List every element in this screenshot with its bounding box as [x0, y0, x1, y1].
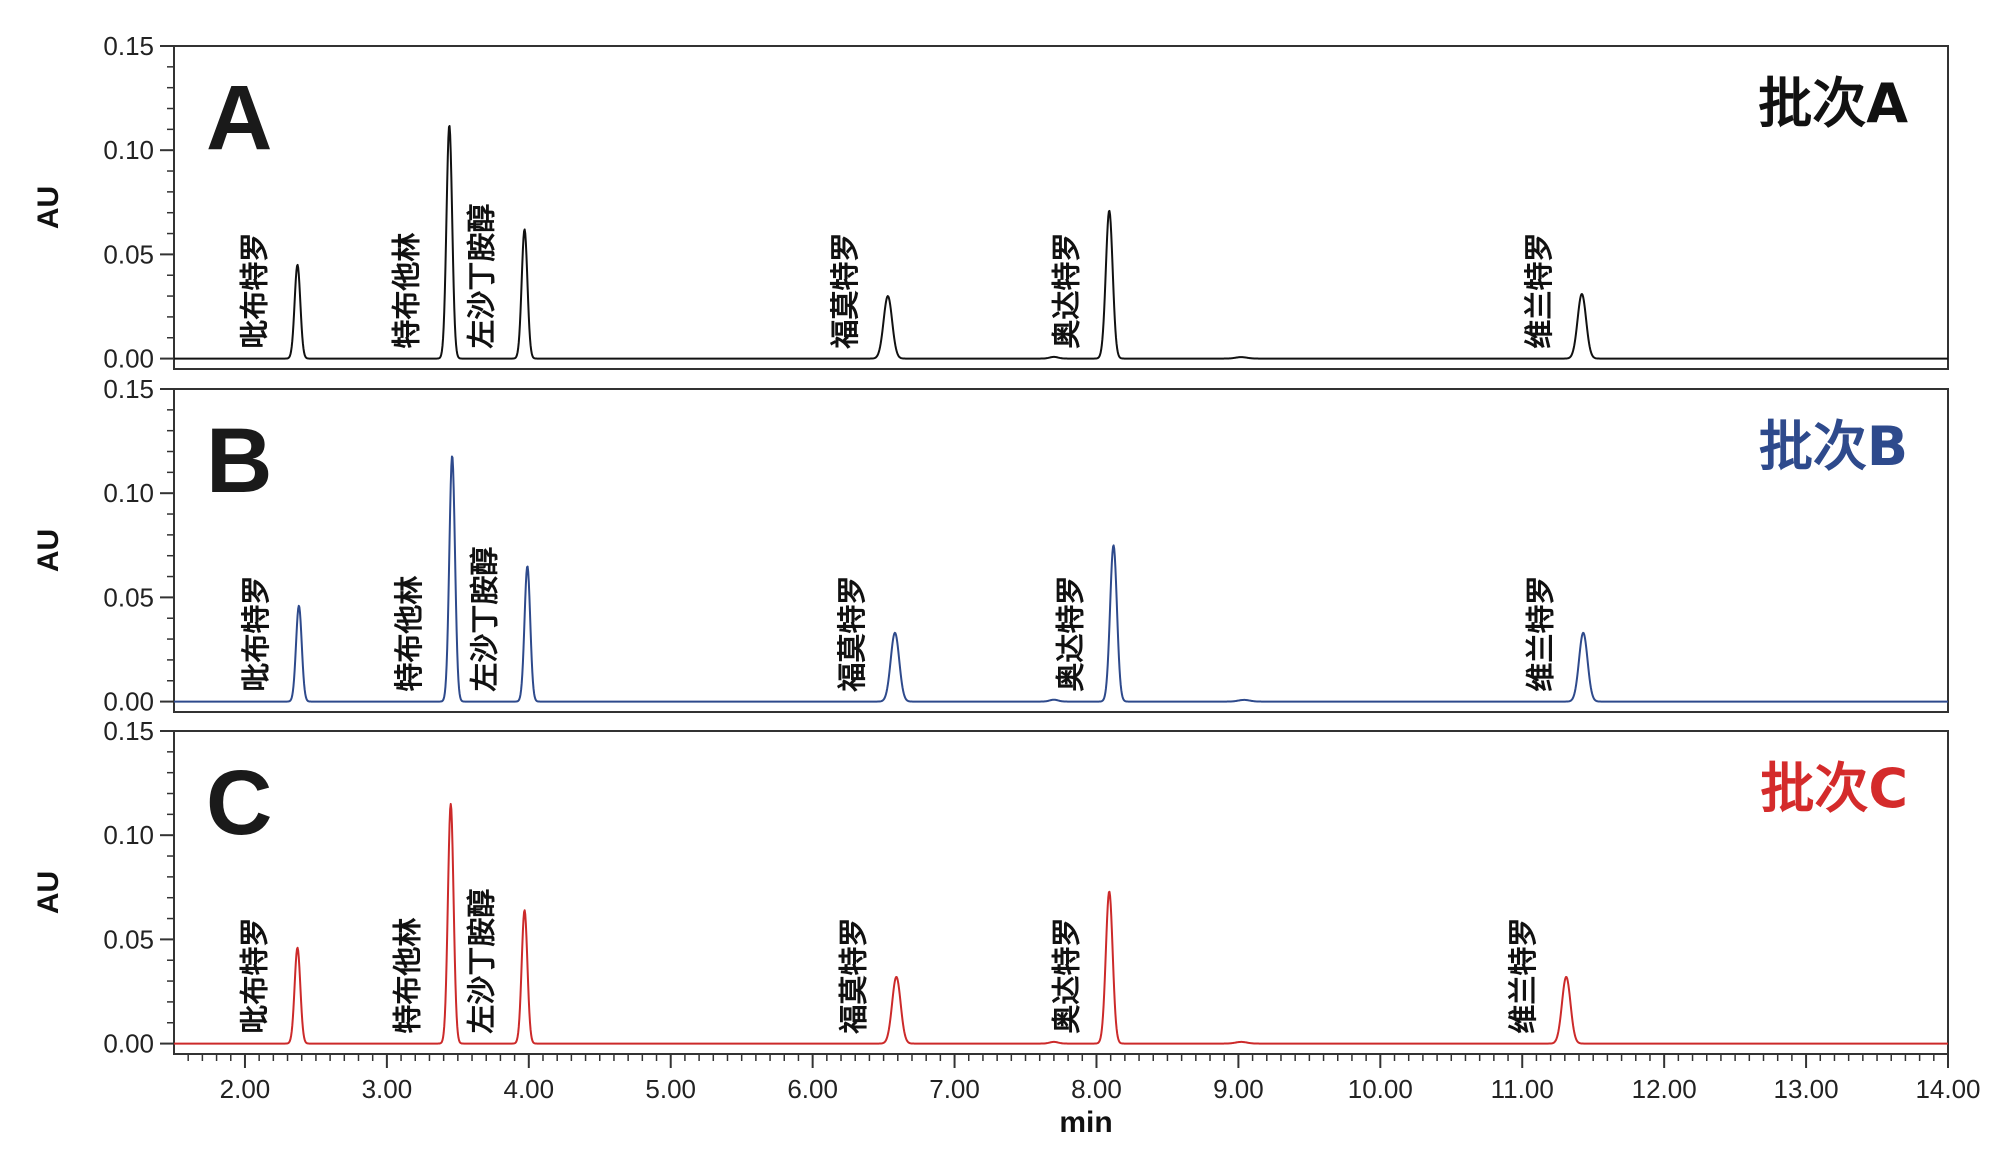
y-axis-title: AU — [32, 186, 65, 229]
y-tick-label: 0.05 — [103, 924, 154, 954]
trace-line — [173, 125, 1949, 360]
y-tick-label: 0.15 — [103, 374, 154, 404]
panel-c: 0.00 0.05 0.10 0.15 AU 吡布特罗 特布他林 左沙丁胺醇 福莫特罗 奥达特罗 维… — [32, 716, 1949, 1059]
peak-label: 特布他林 — [391, 918, 425, 1034]
y-tick-label: 0.10 — [103, 820, 154, 850]
peak-label: 福莫特罗 — [828, 233, 862, 350]
batch-label: 批次B — [1759, 415, 1908, 478]
peak-label: 吡布特罗 — [239, 576, 273, 692]
x-tick-label: 12.00 — [1632, 1074, 1697, 1104]
y-tick-label: 0.05 — [103, 582, 154, 612]
y-tick-label: 0.10 — [103, 478, 154, 508]
peak-label: 维兰特罗 — [1523, 576, 1557, 692]
x-tick-label: 14.00 — [1915, 1074, 1980, 1104]
panel-letter: C — [206, 752, 272, 854]
panel-letter: B — [206, 410, 272, 512]
panel-frame — [173, 45, 1949, 370]
peak-label: 特布他林 — [389, 233, 423, 349]
y-tick-label: 0.05 — [103, 239, 154, 269]
y-tick-label: 0.15 — [103, 716, 154, 746]
peak-label: 吡布特罗 — [237, 918, 271, 1034]
panels-layer: 0.000.050.100.15AU吡布特罗 特布他林 左沙丁胺醇 福莫特罗 奥达特罗维… — [32, 31, 1949, 1059]
peak-label: 特布他林 — [392, 576, 426, 692]
batch-label: 批次C — [1760, 757, 1908, 820]
x-tick-label: 2.00 — [220, 1074, 271, 1104]
x-tick-label: 7.00 — [929, 1074, 980, 1104]
y-axis-title: AU — [32, 871, 65, 914]
y-tick-label: 0.15 — [103, 31, 154, 61]
panel-letter: A — [206, 67, 272, 169]
y-tick-label: 0.10 — [103, 135, 154, 165]
x-tick-label: 10.00 — [1348, 1074, 1413, 1104]
x-tick-label: 4.00 — [503, 1074, 554, 1104]
trace-line — [173, 802, 1949, 1045]
peak-label: 左沙丁胺醇 — [467, 547, 501, 692]
peak-label: 维兰特罗 — [1522, 233, 1556, 349]
trace-line — [173, 455, 1949, 703]
x-tick-label: 3.00 — [362, 1074, 413, 1104]
x-axis-title: min — [1059, 1106, 1112, 1139]
peak-label: 奥达特罗 — [1054, 576, 1088, 692]
peak-label: 福莫特罗 — [836, 918, 870, 1035]
peak-label: 奥达特罗 — [1049, 918, 1083, 1034]
peak-label: 奥达特罗 — [1049, 233, 1083, 349]
x-tick-label: 11.00 — [1491, 1074, 1554, 1104]
x-tick-label: 6.00 — [787, 1074, 838, 1104]
x-tick-label: 5.00 — [645, 1074, 696, 1104]
peak-label: 左沙丁胺醇 — [465, 204, 499, 349]
x-tick-label: 13.00 — [1774, 1074, 1839, 1104]
panel-b: 0.00 0.05 0.10 0.15 AU 吡布特罗 特布他林 左沙丁胺醇 福莫特罗 奥达特罗 维… — [32, 374, 1949, 717]
peak-label: 吡布特罗 — [237, 233, 271, 349]
y-axis-title: AU — [32, 529, 65, 572]
peak-label: 左沙丁胺醇 — [465, 889, 499, 1034]
peak-label: 福莫特罗 — [835, 576, 869, 693]
y-tick-label: 0.00 — [103, 687, 154, 717]
peak-label: 维兰特罗 — [1506, 918, 1540, 1034]
panel-frame — [173, 730, 1949, 1055]
x-axis: 2.00 3.00 4.00 5.00 6.00 7.00 8.00 9.00 10.00 11.… — [187, 1054, 1981, 1104]
batch-label: 批次A — [1758, 72, 1908, 135]
x-tick-label: 9.00 — [1213, 1074, 1264, 1104]
panel-a: 0.00 0.05 0.10 0.15 AU 吡布特罗 特布他林 左沙丁胺醇 福莫特罗 奥达特罗 维… — [32, 31, 1949, 374]
x-tick-label: 8.00 — [1071, 1074, 1122, 1104]
panel-frame — [173, 388, 1949, 713]
y-tick-label: 0.00 — [103, 1029, 154, 1059]
y-tick-label: 0.00 — [103, 344, 154, 374]
